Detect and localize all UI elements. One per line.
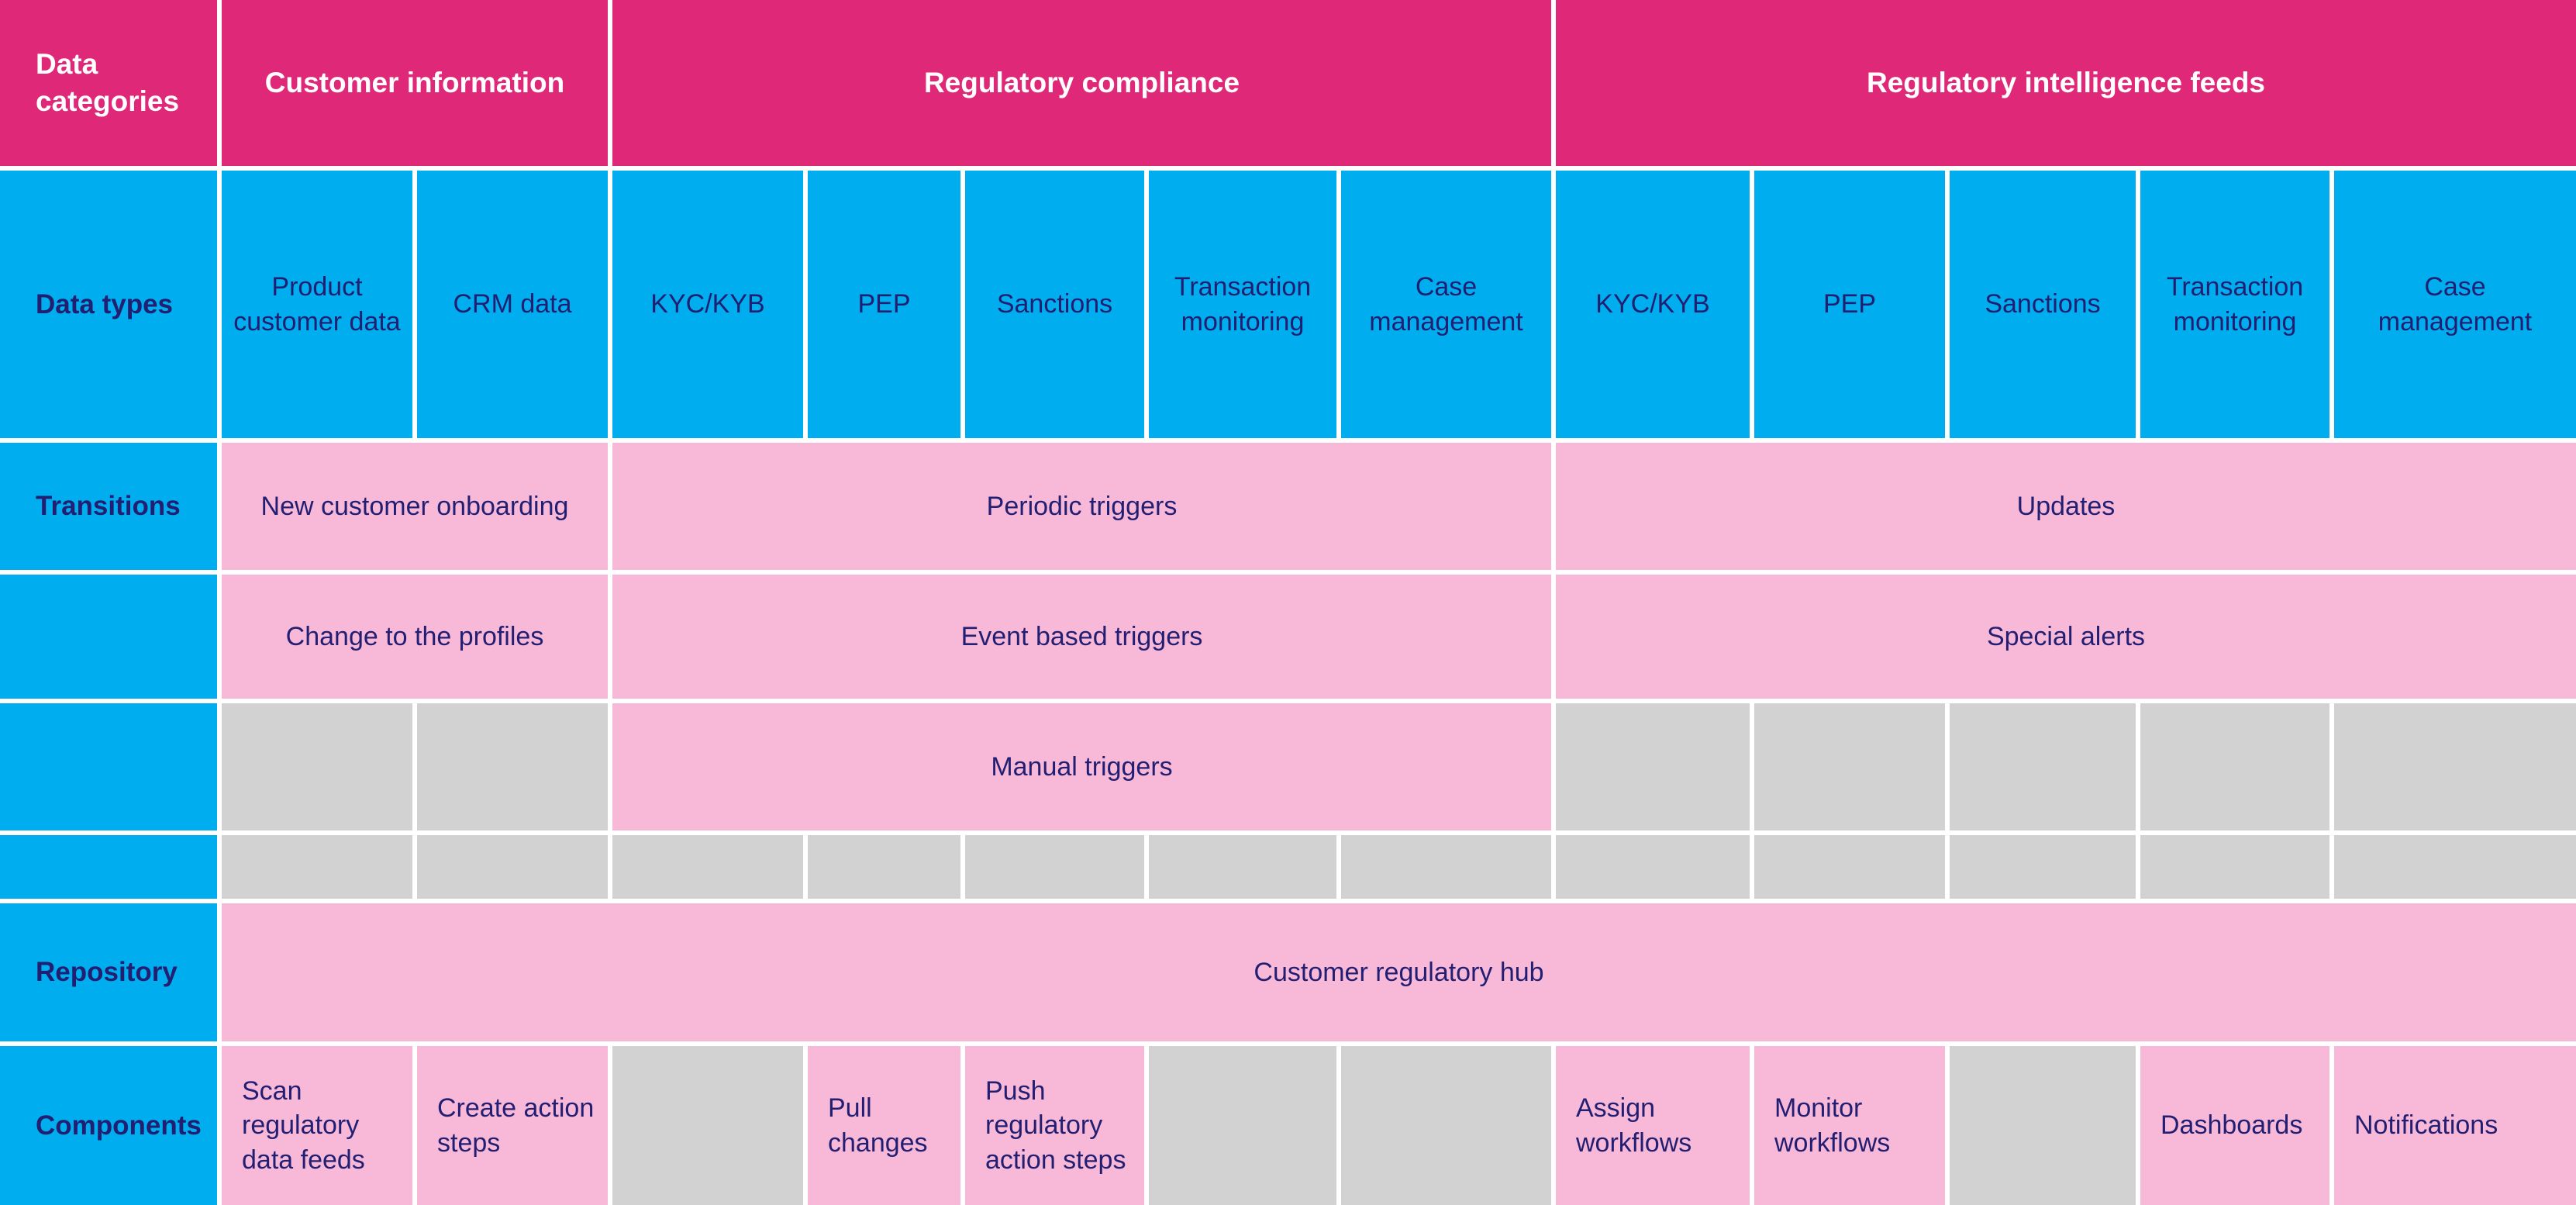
empty-cell [2140,835,2329,899]
component-pull-changes: Pull changes [808,1046,960,1205]
data-type-case-management-compliance: Case management [1341,171,1551,438]
empty-cell [965,835,1144,899]
component-push-regulatory-action-steps: Push regulatory action steps [965,1046,1144,1205]
data-type-sanctions-compliance: Sanctions [965,171,1144,438]
empty-cell [612,835,803,899]
empty-cell [1950,1046,2136,1205]
data-type-pep-feeds: PEP [1754,171,1945,438]
empty-cell [417,835,608,899]
empty-cell [1556,703,1750,830]
row-label-components: Components [0,1046,217,1205]
empty-cell [1950,835,2136,899]
component-create-action-steps: Create action steps [417,1046,608,1205]
data-type-transaction-monitoring-feeds: Transaction monitoring [2140,171,2329,438]
empty-cell [1950,703,2136,830]
empty-cell [1149,1046,1336,1205]
component-scan-regulatory-data-feeds: Scan regulatory data feeds [222,1046,412,1205]
empty-cell [1754,703,1945,830]
empty-cell [1149,835,1336,899]
transition-event-based-triggers: Event based triggers [612,575,1551,699]
data-type-pep-compliance: PEP [808,171,960,438]
empty-cell [1754,835,1945,899]
data-type-transaction-monitoring-compliance: Transaction monitoring [1149,171,1336,438]
empty-cell [222,835,412,899]
group-header-customer-information: Customer information [222,0,608,166]
transitions-spacer [0,575,217,699]
data-type-kyc-kyb-feeds: KYC/KYB [1556,171,1750,438]
data-type-sanctions-feeds: Sanctions [1950,171,2136,438]
transition-change-to-the-profiles: Change to the profiles [222,575,608,699]
empty-cell [1341,1046,1551,1205]
transition-periodic-triggers: Periodic triggers [612,443,1551,570]
empty-cell [417,703,608,830]
empty-cell [1341,835,1551,899]
row-label-transitions: Transitions [0,443,217,570]
group-header-regulatory-intelligence-feeds: Regulatory intelligence feeds [1556,0,2576,166]
component-assign-workflows: Assign workflows [1556,1046,1750,1205]
empty-cell [808,835,960,899]
transition-manual-triggers: Manual triggers [612,703,1551,830]
repository-customer-regulatory-hub: Customer regulatory hub [222,903,2576,1041]
empty-cell [222,703,412,830]
transition-special-alerts: Special alerts [1556,575,2576,699]
empty-cell [612,1046,803,1205]
row-label-data-types: Data types [0,171,217,438]
empty-cell [1556,835,1750,899]
component-notifications: Notifications [2334,1046,2576,1205]
empty-cell [2334,703,2576,830]
row-header-data-categories: Data categories [0,0,217,166]
transition-new-customer-onboarding: New customer onboarding [222,443,608,570]
transition-updates: Updates [1556,443,2576,570]
transitions-spacer [0,835,217,899]
group-header-regulatory-compliance: Regulatory compliance [612,0,1551,166]
empty-cell [2334,835,2576,899]
data-type-kyc-kyb-compliance: KYC/KYB [612,171,803,438]
row-label-repository: Repository [0,903,217,1041]
component-dashboards: Dashboards [2140,1046,2329,1205]
data-type-crm-data: CRM data [417,171,608,438]
data-type-product-customer-data: Product customer data [222,171,412,438]
data-type-case-management-feeds: Case management [2334,171,2576,438]
transitions-spacer [0,703,217,830]
empty-cell [2140,703,2329,830]
component-monitor-workflows: Monitor workflows [1754,1046,1945,1205]
